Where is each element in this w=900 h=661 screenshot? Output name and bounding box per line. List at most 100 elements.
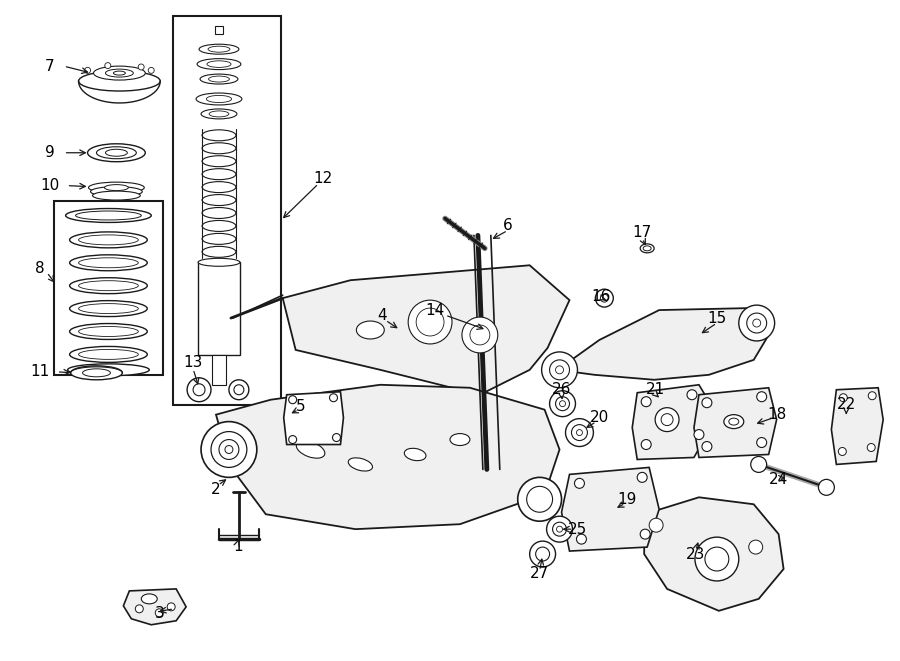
Circle shape [705,547,729,571]
Circle shape [687,390,697,400]
Ellipse shape [208,46,230,52]
Circle shape [839,447,846,455]
Circle shape [596,289,613,307]
Ellipse shape [202,130,236,141]
Text: 2: 2 [212,482,220,497]
Polygon shape [562,467,659,551]
Text: 8: 8 [35,260,44,276]
Polygon shape [632,385,711,459]
Circle shape [565,418,593,447]
Ellipse shape [202,233,236,245]
Circle shape [702,398,712,408]
Text: 24: 24 [769,472,788,487]
Circle shape [868,392,877,400]
Circle shape [757,392,767,402]
Ellipse shape [69,301,148,317]
Circle shape [600,294,608,302]
Circle shape [148,67,154,73]
Text: 7: 7 [45,59,55,73]
Polygon shape [216,385,560,529]
Bar [215,26,223,34]
Ellipse shape [78,303,139,313]
Circle shape [550,391,575,416]
Text: 3: 3 [155,606,164,621]
Ellipse shape [78,350,139,360]
Bar [212,355,226,385]
Ellipse shape [93,191,140,200]
Ellipse shape [105,69,133,77]
Ellipse shape [78,258,139,268]
Circle shape [577,534,587,544]
Ellipse shape [348,458,373,471]
Circle shape [695,537,739,581]
Ellipse shape [70,366,122,380]
Circle shape [655,408,679,432]
Polygon shape [644,497,784,611]
Ellipse shape [207,61,231,67]
Circle shape [641,397,652,407]
Circle shape [739,305,775,341]
Ellipse shape [69,323,148,340]
Ellipse shape [640,244,654,253]
Ellipse shape [78,235,139,245]
Circle shape [641,440,652,449]
Circle shape [694,430,704,440]
Circle shape [167,603,176,611]
Ellipse shape [87,144,145,162]
Circle shape [85,67,91,73]
Circle shape [518,477,562,521]
Ellipse shape [141,594,158,604]
Text: 10: 10 [40,178,59,193]
Ellipse shape [202,221,236,231]
Circle shape [211,432,247,467]
Text: 6: 6 [503,218,513,233]
Circle shape [234,385,244,395]
Ellipse shape [729,418,739,425]
Circle shape [751,457,767,473]
Text: 18: 18 [767,407,787,422]
Text: 13: 13 [184,356,202,370]
Circle shape [555,366,563,374]
Circle shape [550,360,570,380]
Ellipse shape [200,74,238,84]
Ellipse shape [88,182,144,193]
Ellipse shape [69,232,148,248]
Circle shape [225,446,233,453]
Polygon shape [557,308,769,380]
Circle shape [470,325,490,345]
Ellipse shape [356,321,384,339]
Polygon shape [832,388,883,465]
Circle shape [637,473,647,483]
Ellipse shape [78,71,160,91]
Circle shape [462,317,498,353]
Circle shape [104,63,111,69]
Text: 25: 25 [568,522,587,537]
Circle shape [868,444,875,451]
Bar [173,17,281,405]
Text: 4: 4 [377,307,387,323]
Ellipse shape [202,156,236,167]
Bar [54,200,163,375]
Text: 27: 27 [530,566,549,582]
Circle shape [555,397,570,410]
Ellipse shape [76,211,141,220]
Ellipse shape [78,327,139,336]
Ellipse shape [296,441,325,458]
Circle shape [560,401,565,407]
Circle shape [546,516,572,542]
Ellipse shape [202,182,236,192]
Ellipse shape [94,66,145,80]
Text: 17: 17 [633,225,652,240]
Text: 16: 16 [591,289,611,303]
Text: 9: 9 [45,145,55,160]
Ellipse shape [69,255,148,271]
Circle shape [289,436,297,444]
Text: 12: 12 [313,171,332,186]
Ellipse shape [644,246,652,251]
Ellipse shape [68,364,149,376]
Ellipse shape [202,208,236,219]
Text: 26: 26 [552,382,572,397]
Text: 1: 1 [233,539,243,554]
Ellipse shape [201,109,237,119]
Ellipse shape [78,281,139,291]
